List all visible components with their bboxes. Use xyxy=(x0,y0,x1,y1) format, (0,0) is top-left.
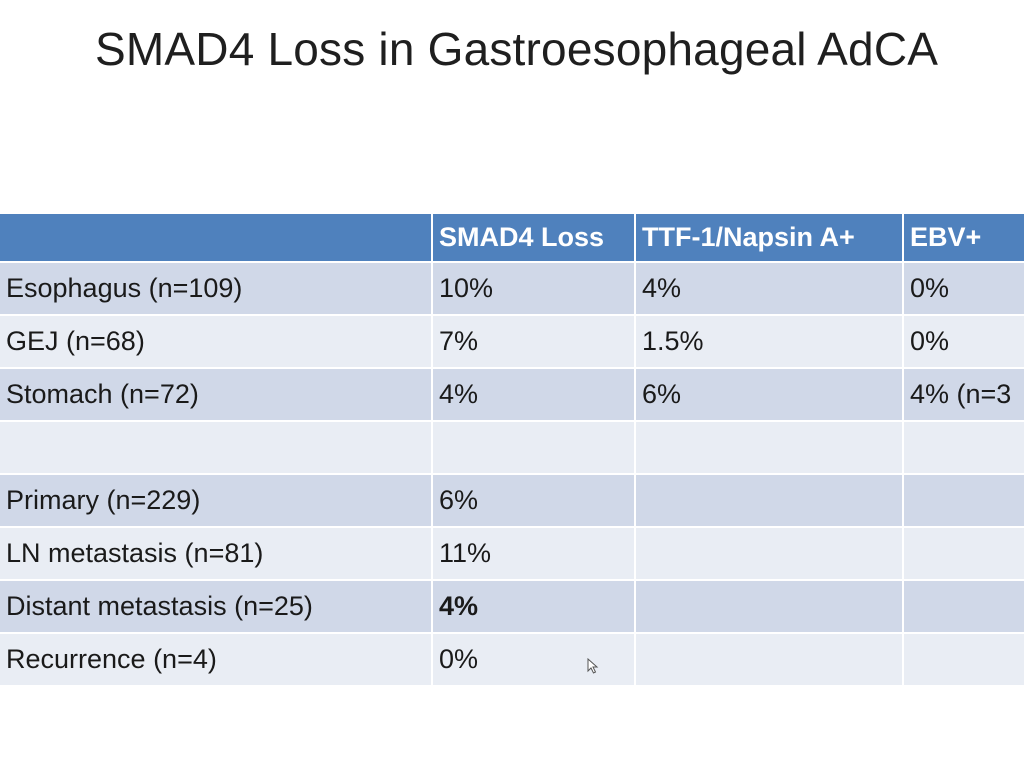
smad4-cell: 6% xyxy=(432,474,636,528)
ttf1-cell xyxy=(635,580,904,634)
smad4-cell: 4% xyxy=(432,368,636,422)
header-cell-ebv: EBV+ xyxy=(903,214,1024,263)
ttf1-cell xyxy=(635,633,904,687)
row-label: GEJ (n=68) xyxy=(0,315,433,369)
ebv-cell xyxy=(903,633,1024,687)
smad4-cell xyxy=(432,421,636,475)
row-label: LN metastasis (n=81) xyxy=(0,527,433,581)
table-row xyxy=(0,421,1024,475)
smad4-cell: 7% xyxy=(432,315,636,369)
smad4-cell: 4% xyxy=(432,580,636,634)
ttf1-cell: 6% xyxy=(635,368,904,422)
smad4-cell: 10% xyxy=(432,262,636,316)
row-label: Esophagus (n=109) xyxy=(0,262,433,316)
mouse-pointer-icon xyxy=(587,658,599,674)
ttf1-cell xyxy=(635,421,904,475)
ebv-cell: 0% xyxy=(903,315,1024,369)
ttf1-cell xyxy=(635,474,904,528)
smad4-cell: 11% xyxy=(432,527,636,581)
smad4-cell: 0% xyxy=(432,633,636,687)
ebv-cell xyxy=(903,527,1024,581)
table-header-row: SMAD4 Loss TTF-1/Napsin A+ EBV+ xyxy=(0,214,1024,263)
ttf1-cell: 1.5% xyxy=(635,315,904,369)
header-cell-label xyxy=(0,214,433,263)
row-label: Stomach (n=72) xyxy=(0,368,433,422)
header-cell-ttf1: TTF-1/Napsin A+ xyxy=(635,214,904,263)
table-row: Recurrence (n=4) 0% xyxy=(0,633,1024,687)
row-label: Recurrence (n=4) xyxy=(0,633,433,687)
table-row: Esophagus (n=109) 10% 4% 0% xyxy=(0,262,1024,316)
ttf1-cell: 4% xyxy=(635,262,904,316)
table-row: GEJ (n=68) 7% 1.5% 0% xyxy=(0,315,1024,369)
table-row: Distant metastasis (n=25) 4% xyxy=(0,580,1024,634)
ebv-cell xyxy=(903,421,1024,475)
row-label xyxy=(0,421,433,475)
ebv-cell: 4% (n=3 xyxy=(903,368,1024,422)
ttf1-cell xyxy=(635,527,904,581)
table-row: Primary (n=229) 6% xyxy=(0,474,1024,528)
row-label: Distant metastasis (n=25) xyxy=(0,580,433,634)
table-row: Stomach (n=72) 4% 6% 4% (n=3 xyxy=(0,368,1024,422)
ebv-cell xyxy=(903,580,1024,634)
table-row: LN metastasis (n=81) 11% xyxy=(0,527,1024,581)
ebv-cell xyxy=(903,474,1024,528)
row-label: Primary (n=229) xyxy=(0,474,433,528)
data-table: SMAD4 Loss TTF-1/Napsin A+ EBV+ Esophagu… xyxy=(0,214,1024,687)
ebv-cell: 0% xyxy=(903,262,1024,316)
header-cell-smad4: SMAD4 Loss xyxy=(432,214,636,263)
slide-title: SMAD4 Loss in Gastroesophageal AdCA xyxy=(95,23,939,75)
